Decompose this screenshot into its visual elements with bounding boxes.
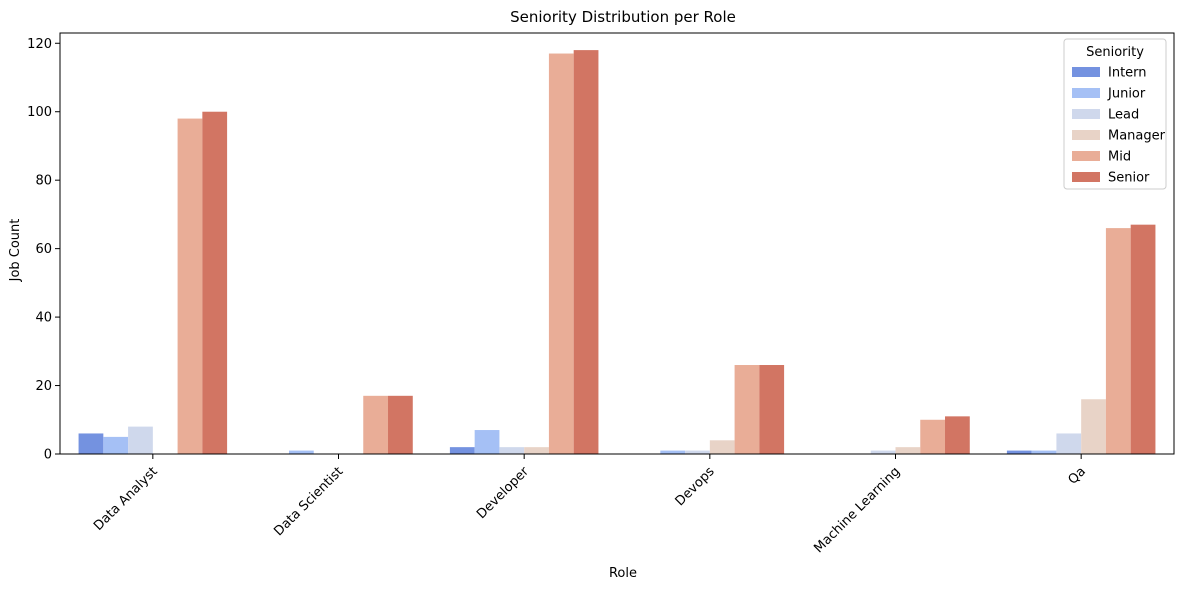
legend-label: Manager [1108, 129, 1166, 144]
x-tick-label: Qa [1066, 464, 1089, 487]
legend-swatch [1072, 88, 1100, 98]
bar-senior-data-scientist [388, 395, 413, 454]
legend-item-manager: Manager [1072, 129, 1166, 144]
series-junior [103, 430, 1057, 454]
bar-senior-qa [1130, 224, 1156, 454]
legend-label: Mid [1108, 150, 1131, 165]
bar-mid-data-analyst [177, 118, 203, 454]
series-manager [524, 399, 1106, 454]
legend-label: Intern [1108, 66, 1147, 81]
x-tick-label: Developer [474, 464, 532, 522]
bar-senior-machine-learning [945, 416, 970, 454]
series-intern [78, 433, 1032, 454]
legend-item-intern: Intern [1072, 66, 1147, 81]
series-lead [128, 426, 1082, 454]
bar-lead-data-analyst [128, 426, 153, 454]
y-tick-label: 0 [44, 448, 52, 463]
x-axis: Data Analyst Data Scientist Developer Devop… [91, 454, 1089, 556]
legend-swatch [1072, 151, 1100, 161]
bar-senior-devops [759, 365, 785, 454]
x-axis-label: Role [609, 566, 637, 581]
legend-swatch [1072, 67, 1100, 77]
x-tick-label: Machine Learning [811, 464, 903, 556]
series-mid [177, 53, 1131, 454]
y-tick-label: 40 [35, 311, 52, 326]
legend-item-senior: Senior [1072, 171, 1150, 186]
bar-mid-developer [548, 53, 574, 454]
legend-item-junior: Junior [1072, 87, 1146, 102]
legend-swatch [1072, 130, 1100, 140]
chart-title: Seniority Distribution per Role [510, 8, 736, 26]
y-tick-label: 80 [35, 174, 52, 189]
bar-manager-machine-learning [895, 447, 921, 454]
bar-lead-developer [499, 447, 525, 454]
bar-senior-developer [573, 50, 599, 455]
bar-junior-data-analyst [103, 436, 129, 454]
bar-intern-developer [449, 447, 475, 454]
bar-mid-data-scientist [363, 395, 389, 454]
bar-mid-machine-learning [920, 419, 946, 454]
bar-mid-qa [1105, 228, 1131, 454]
bar-manager-developer [524, 447, 549, 454]
y-axis-label: Job Count [8, 219, 23, 283]
legend: Seniority Intern Junior Lead Manager Mid Senio… [1063, 38, 1167, 190]
bar-junior-developer [474, 430, 500, 454]
bar-mid-devops [734, 365, 760, 454]
plot-frame [59, 32, 1175, 455]
bar-intern-data-analyst [78, 433, 104, 454]
legend-label: Lead [1108, 108, 1139, 123]
bar-manager-qa [1081, 399, 1106, 454]
bar-junior-data-scientist [288, 450, 314, 454]
x-tick-label: Devops [673, 464, 718, 509]
legend-item-lead: Lead [1072, 108, 1139, 123]
bar-senior-data-analyst [202, 111, 228, 454]
legend-item-mid: Mid [1072, 150, 1131, 165]
bar-lead-devops [685, 450, 710, 454]
y-tick-label: 100 [27, 105, 52, 120]
bar-lead-machine-learning [870, 450, 896, 454]
y-axis: 0 20 40 60 80 100 120 [27, 37, 60, 463]
bar-manager-devops [709, 440, 735, 454]
x-tick-label: Data Analyst [91, 464, 161, 534]
x-tick-label: Data Scientist [271, 464, 346, 539]
bar-junior-devops [660, 450, 686, 454]
bar-junior-qa [1031, 450, 1057, 454]
y-tick-label: 20 [35, 379, 52, 394]
y-tick-label: 60 [35, 242, 52, 257]
plot-area [59, 32, 1175, 455]
y-tick-label: 120 [27, 37, 52, 52]
bar-intern-qa [1006, 450, 1032, 454]
bar-lead-qa [1056, 433, 1082, 454]
legend-swatch [1072, 109, 1100, 119]
series-senior [202, 50, 1156, 455]
legend-swatch [1072, 172, 1100, 182]
legend-label: Junior [1107, 87, 1146, 102]
legend-label: Senior [1108, 171, 1150, 186]
legend-title: Seniority [1086, 45, 1144, 60]
